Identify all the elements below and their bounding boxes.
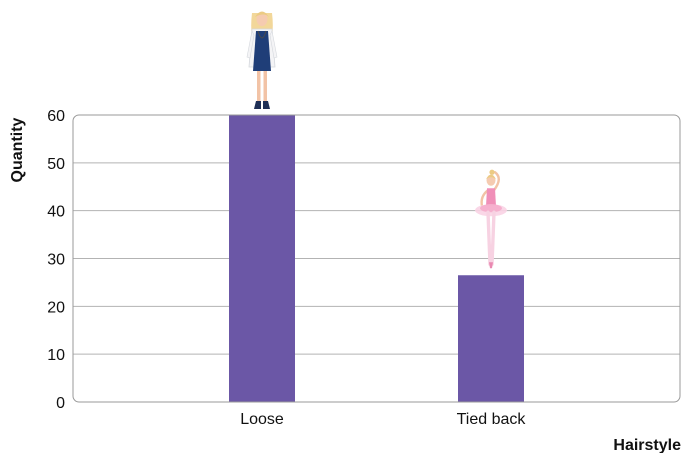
plot-frame [72,114,681,403]
x-tick-labels: Loose Tied back [240,411,526,428]
y-tick-label: 50 [47,156,65,173]
bar-loose [229,115,295,402]
y-tick-label: 0 [56,395,65,412]
y-tick-label: 40 [47,204,65,221]
ballerina-doll-icon [475,169,507,269]
bars [229,115,524,402]
y-tick-labels: 0 10 20 30 40 50 60 [47,108,65,412]
x-tick-label: Loose [240,411,284,428]
y-tick-label: 60 [47,108,65,125]
x-axis-title: Hairstyle [613,437,681,453]
doctor-doll-icon [246,11,278,109]
x-tick-label: Tied back [457,411,527,428]
y-tick-label: 10 [47,347,65,364]
y-tick-label: 30 [47,252,65,269]
y-tick-label: 20 [47,299,65,316]
bar-marker-icons [246,11,507,269]
bar-tied-back [458,275,524,402]
gridlines [73,162,680,355]
y-axis-title: Quantity [9,117,26,182]
